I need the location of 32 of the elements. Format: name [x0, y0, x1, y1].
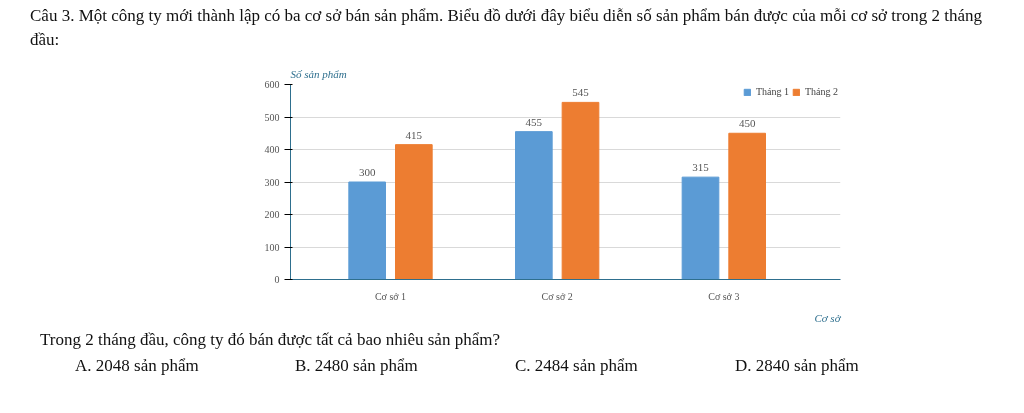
text: B. 2480 sản phẩm: [295, 355, 418, 377]
y-tick-label: 500: [264, 111, 280, 123]
bar: [728, 132, 766, 280]
data-label: 315: [692, 161, 710, 174]
y-tick-label: 200: [264, 209, 280, 220]
bar: [395, 144, 433, 280]
data-label: 415: [405, 128, 423, 141]
y-tick-label: 0: [274, 274, 280, 285]
x-tick-label: Cơ sở 3: [708, 290, 740, 302]
data-label: 450: [738, 117, 756, 130]
chart-title: Câu 3. Một công ty mới thành lập có ba cơ sở bán sản phẩm. Biểu đồ dưới đây biểu diễn số sản phẩm bán được của mỗi cơ sở trong 2 tháng đầu:: [30, 5, 983, 51]
data-label: 300: [358, 166, 376, 178]
bar: [681, 176, 720, 280]
y-tick-label: 400: [264, 144, 280, 155]
x-tick-label: Cơ sở 1: [374, 290, 407, 302]
text: D. 2840 sản phẩm: [735, 355, 859, 377]
data-label: 455: [525, 115, 543, 128]
legend-label: Tháng 1: [755, 86, 789, 97]
y-axis-title: Số sản phẩm: [290, 67, 347, 80]
x-axis-title: Cơ sở: [814, 311, 842, 324]
bar: [561, 101, 600, 280]
text: C. 2484 sản phẩm: [515, 355, 638, 377]
y-tick-label: 600: [264, 79, 280, 90]
data-label: 545: [572, 86, 590, 99]
bar: [348, 181, 386, 280]
text: A. 2048 sản phẩm: [75, 355, 199, 377]
y-tick-label: 300: [264, 176, 280, 188]
x-tick-label: Cơ sở 2: [541, 290, 573, 302]
bar: [515, 131, 553, 280]
text: Trong 2 tháng đầu, công ty đó bán được tất cả bao nhiêu sản phẩm?: [40, 329, 500, 351]
legend-label: Tháng 2: [804, 86, 838, 97]
y-tick-label: 100: [264, 241, 280, 253]
